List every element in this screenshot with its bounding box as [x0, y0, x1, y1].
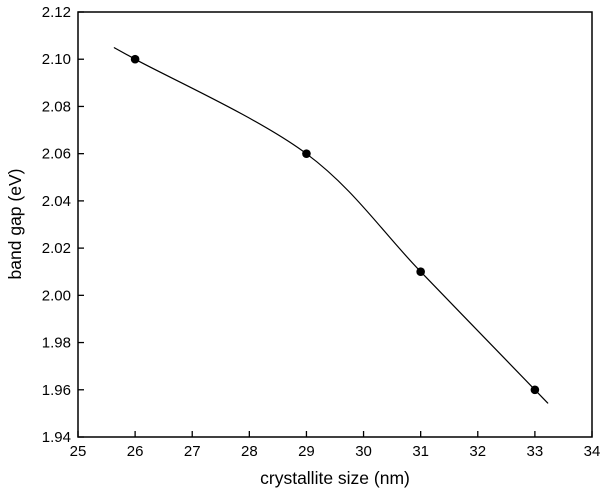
x-tick-label: 33: [527, 443, 544, 460]
x-tick-label: 29: [298, 443, 315, 460]
plot-border: [77, 11, 593, 438]
y-tick-label: 2.10: [42, 51, 71, 68]
y-tick-label: 1.96: [42, 382, 71, 399]
data-point-marker: [416, 267, 425, 277]
chart-generated-layer: 25 26 27 28 29 30 31 32 33 34 1.94 1.96 1.98 2.00 2.02…: [42, 4, 601, 460]
y-axis-title: band gap (eV): [5, 169, 25, 280]
data-curve: [113, 47, 549, 404]
data-point-marker: [130, 54, 140, 64]
x-tick-label: 26: [127, 443, 144, 460]
y-tick-label: 1.94: [42, 429, 71, 446]
x-tick-label: 25: [70, 443, 87, 460]
x-tick-label: 32: [469, 443, 486, 460]
x-tick-label: 27: [184, 443, 201, 460]
y-tick-label: 2.12: [42, 4, 71, 21]
x-tick-label: 28: [241, 443, 258, 460]
data-point-marker: [302, 149, 311, 158]
y-tick-label: 2.06: [42, 146, 71, 163]
y-tick-label: 2.08: [42, 98, 71, 115]
x-tick-label: 34: [584, 443, 601, 460]
y-tick-label: 2.00: [42, 287, 71, 304]
x-tick-label: 30: [355, 443, 372, 460]
x-tick-label: 31: [412, 443, 429, 460]
y-tick-label: 1.98: [42, 335, 71, 352]
y-tick-label: 2.04: [42, 193, 71, 210]
y-tick-label: 2.02: [42, 240, 71, 257]
data-point-marker: [530, 385, 540, 395]
x-axis-title: crystallite size (nm): [260, 468, 410, 488]
